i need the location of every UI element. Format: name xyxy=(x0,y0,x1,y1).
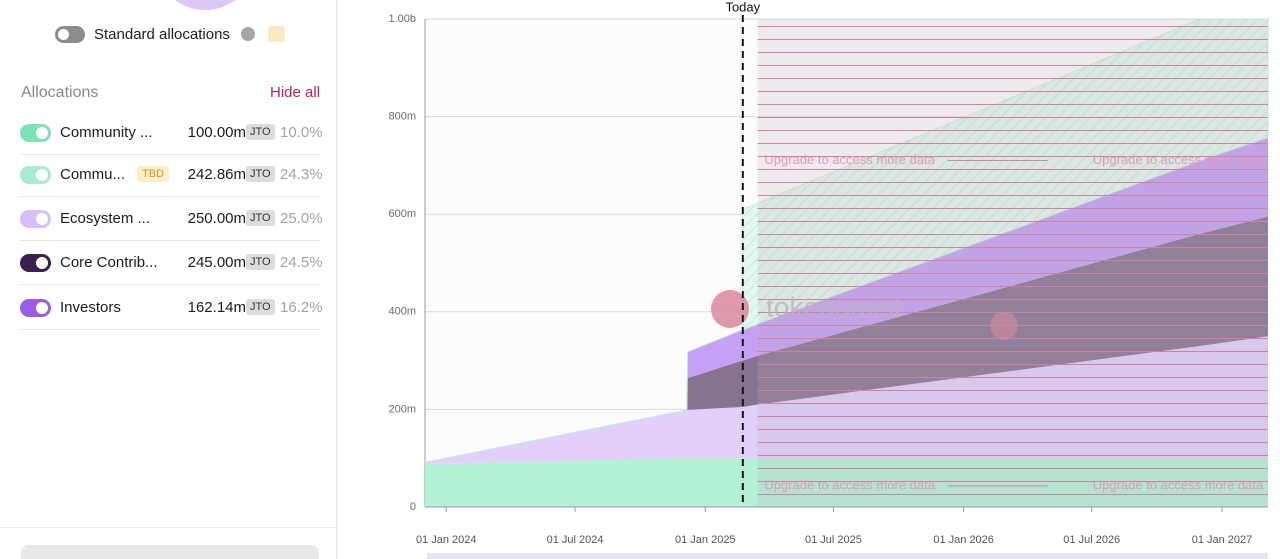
toggle-knob xyxy=(36,127,48,139)
divider xyxy=(0,527,336,528)
row-divider xyxy=(20,240,320,241)
x-tick-label: 01 Jan 2027 xyxy=(1192,534,1253,546)
button[interactable] xyxy=(21,545,319,559)
row-label: Commu... xyxy=(60,166,126,183)
y-tick-label: 200m xyxy=(388,403,416,415)
row-toggle[interactable] xyxy=(20,299,51,317)
info-icon[interactable] xyxy=(241,27,255,41)
row-share: 24.5% xyxy=(280,254,323,271)
locked-overlay xyxy=(757,19,1268,507)
row-share: 16.2% xyxy=(280,299,323,316)
row-toggle[interactable] xyxy=(20,124,51,142)
locked-text: Upgrade to access more data xyxy=(1093,152,1264,167)
row-toggle[interactable] xyxy=(20,210,51,228)
row-amount: 100.00m xyxy=(187,124,246,141)
row-unit: JTO xyxy=(246,166,275,182)
row-label: Core Contrib... xyxy=(60,254,158,271)
row-amount: 245.00m xyxy=(187,254,246,271)
locked-text: Upgrade to access more data xyxy=(764,152,935,167)
x-tick-label: 01 Jul 2025 xyxy=(805,534,862,546)
watermark-logo xyxy=(990,312,1018,340)
row-tag: TBD xyxy=(137,166,169,182)
toggle-knob xyxy=(36,213,48,225)
x-tick-label: 01 Jan 2025 xyxy=(675,534,736,546)
x-tick-label: 01 Jan 2026 xyxy=(933,534,994,546)
toggle-knob xyxy=(36,302,48,314)
x-tick-label: 01 Jan 2024 xyxy=(416,534,477,546)
row-toggle[interactable] xyxy=(20,166,51,184)
row-amount: 162.14m xyxy=(187,299,246,316)
sidebar: Standard allocations Allocations Hide al… xyxy=(0,0,337,559)
y-tick-label: 400m xyxy=(388,306,416,318)
row-divider xyxy=(20,154,320,155)
toggle[interactable] xyxy=(55,26,85,43)
locked-text: Upgrade to access more data xyxy=(1093,477,1264,492)
row-unit: JTO xyxy=(246,210,275,226)
toggle-knob xyxy=(36,257,48,269)
row-label: Community ... xyxy=(60,124,153,141)
row-divider xyxy=(20,284,320,285)
row-amount: 250.00m xyxy=(187,210,246,227)
row-label: Ecosystem ... xyxy=(60,210,151,227)
chart-panel: 0 200m 400m 600m 800m 1.00b Upgrade to access … xyxy=(337,0,1280,559)
row-share: 24.3% xyxy=(280,166,323,183)
row-share: 10.0% xyxy=(280,124,323,141)
y-tick-label: 1.00b xyxy=(388,13,416,25)
x-tick-label: 01 Jul 2026 xyxy=(1063,534,1120,546)
chart: 0 200m 400m 600m 800m 1.00b Upgrade to access … xyxy=(388,0,1269,559)
row-toggle[interactable] xyxy=(20,254,51,272)
y-tick-label: 0 xyxy=(410,501,416,513)
row-divider xyxy=(20,196,320,197)
row-divider xyxy=(20,329,320,330)
scrollbar xyxy=(427,553,1268,559)
row-label: Investors xyxy=(60,299,121,316)
row-share: 25.0% xyxy=(280,210,323,227)
section-title: Allocations xyxy=(21,84,99,101)
row-unit: JTO xyxy=(246,254,275,270)
x-tick-label: 01 Jul 2024 xyxy=(547,534,604,546)
crown-icon xyxy=(268,26,285,42)
hide-all[interactable]: Hide all xyxy=(270,84,321,101)
y-tick-label: 600m xyxy=(388,208,416,220)
row-amount: 242.86m xyxy=(187,166,246,183)
watermark-logo xyxy=(711,290,749,328)
row-unit: JTO xyxy=(246,124,275,140)
toggle-label: Standard allocations xyxy=(94,26,230,43)
avatar xyxy=(160,0,250,10)
today-label: Today xyxy=(725,0,760,14)
watermark: tokenomist xyxy=(766,291,902,322)
toggle-knob xyxy=(36,169,48,181)
locked-text: Upgrade to access more data xyxy=(764,477,935,492)
y-tick-label: 800m xyxy=(388,111,416,123)
toggle-knob xyxy=(58,29,69,40)
row-unit: JTO xyxy=(246,299,275,315)
